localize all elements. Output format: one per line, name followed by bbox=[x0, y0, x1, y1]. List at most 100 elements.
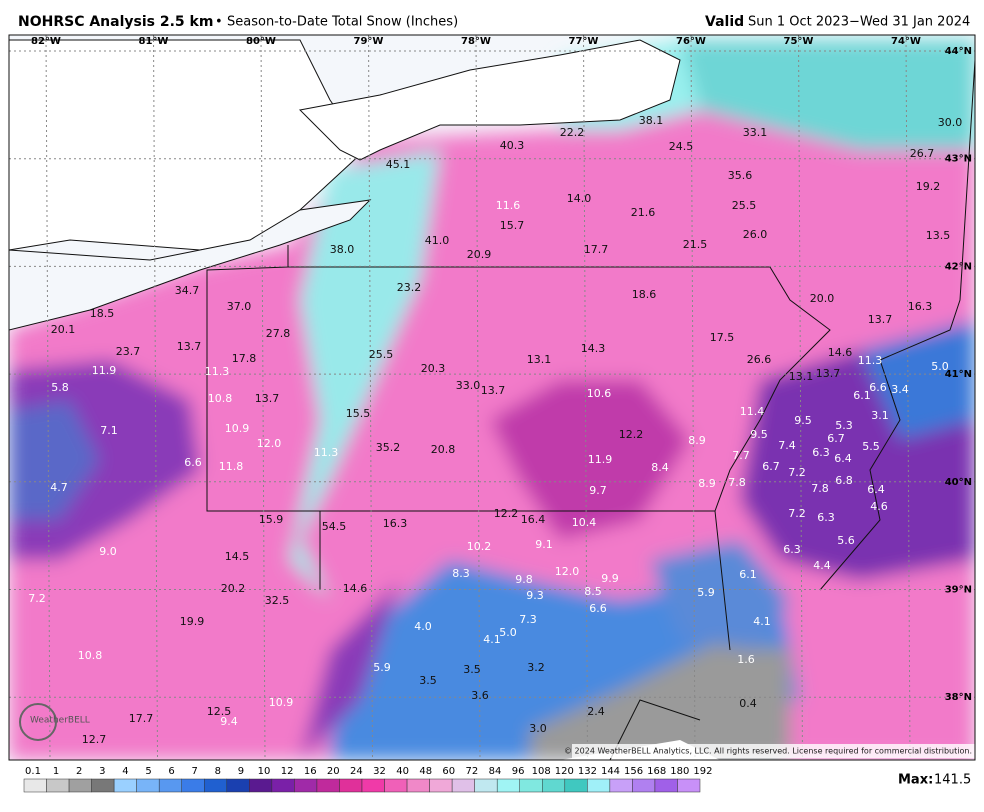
snow-total: 13.5 bbox=[926, 229, 951, 242]
lon-label: 74°W bbox=[891, 36, 921, 47]
colorbar-segment bbox=[542, 778, 566, 793]
snow-total: 8.9 bbox=[698, 477, 716, 490]
snow-total: 11.3 bbox=[314, 446, 339, 459]
snow-total: 20.1 bbox=[51, 323, 76, 336]
snow-total: 4.0 bbox=[414, 620, 432, 633]
colorbar-label: 6 bbox=[168, 766, 174, 777]
logo-text: WeatherBELL bbox=[30, 716, 90, 726]
snow-total: 15.7 bbox=[500, 219, 525, 232]
snow-total: 8.9 bbox=[688, 434, 706, 447]
snow-total: 32.5 bbox=[265, 594, 290, 607]
meridian bbox=[368, 35, 373, 760]
meridian bbox=[690, 35, 696, 760]
snow-total: 18.6 bbox=[632, 288, 657, 301]
meridian bbox=[45, 35, 51, 760]
snow-total: 9.3 bbox=[526, 589, 544, 602]
snow-total: 7.2 bbox=[788, 507, 806, 520]
map-frame bbox=[8, 34, 976, 761]
snow-total: 10.4 bbox=[572, 516, 597, 529]
colorbar-label: 4 bbox=[122, 766, 128, 777]
snow-total: 35.6 bbox=[728, 169, 753, 182]
colorbar-segment bbox=[609, 778, 633, 793]
meridian bbox=[905, 35, 911, 760]
lon-label: 78°W bbox=[461, 36, 491, 47]
colorbar-segment bbox=[316, 778, 340, 793]
colorbar-label: 60 bbox=[442, 766, 455, 777]
colorbar-segment bbox=[429, 778, 453, 793]
colorbar-label: 72 bbox=[466, 766, 479, 777]
meridian bbox=[583, 35, 588, 760]
snow-total: 27.8 bbox=[266, 327, 291, 340]
snow-total: 6.8 bbox=[835, 474, 853, 487]
snow-total: 19.9 bbox=[180, 615, 205, 628]
snow-total: 14.5 bbox=[225, 550, 250, 563]
snow-total: 22.2 bbox=[560, 126, 585, 139]
lon-label: 76°W bbox=[676, 36, 706, 47]
snow-total: 40.3 bbox=[500, 139, 525, 152]
colorbar-segment bbox=[564, 778, 588, 793]
snow-total: 7.7 bbox=[732, 449, 750, 462]
snow-total: 6.1 bbox=[853, 389, 871, 402]
snow-total: 12.7 bbox=[82, 733, 107, 746]
snow-total: 7.8 bbox=[728, 476, 746, 489]
colorbar-segment bbox=[181, 778, 205, 793]
snow-total: 13.7 bbox=[177, 340, 202, 353]
snow-total: 23.2 bbox=[397, 281, 422, 294]
colorbar-segment bbox=[632, 778, 656, 793]
colorbar-segment bbox=[294, 778, 318, 793]
snow-total: 5.6 bbox=[837, 534, 855, 547]
meridian bbox=[260, 35, 266, 760]
snow-total: 20.2 bbox=[221, 582, 246, 595]
lon-label: 79°W bbox=[354, 36, 384, 47]
snow-total: 9.7 bbox=[589, 484, 607, 497]
snow-total: 13.7 bbox=[481, 384, 506, 397]
title: NOHRSC Analysis 2.5 km bbox=[18, 14, 213, 30]
snow-total: 12.2 bbox=[619, 428, 644, 441]
snow-total: 13.7 bbox=[255, 392, 280, 405]
colorbar-label: 2 bbox=[76, 766, 82, 777]
meridian bbox=[153, 35, 158, 760]
colorbar-segment bbox=[384, 778, 408, 793]
snow-total: 4.6 bbox=[870, 500, 888, 513]
snow-total: 3.2 bbox=[527, 661, 545, 674]
snow-total: 1.6 bbox=[737, 653, 755, 666]
snow-total: 16.3 bbox=[908, 300, 933, 313]
snow-total: 9.1 bbox=[535, 538, 553, 551]
colorbar-label: 84 bbox=[489, 766, 502, 777]
snow-total: 7.4 bbox=[778, 439, 796, 452]
colorbar-label: 5 bbox=[145, 766, 151, 777]
snow-total: 15.5 bbox=[346, 407, 371, 420]
snow-total: 3.1 bbox=[871, 409, 889, 422]
lon-label: 80°W bbox=[246, 36, 276, 47]
snow-total: 17.5 bbox=[710, 331, 735, 344]
snow-total: 33.1 bbox=[743, 126, 768, 139]
snow-total: 17.7 bbox=[584, 243, 609, 256]
lake-ontario bbox=[298, 39, 681, 161]
snow-total: 11.4 bbox=[740, 405, 765, 418]
lon-label: 81°W bbox=[139, 36, 169, 47]
snow-total: 26.0 bbox=[743, 228, 768, 241]
colorbar-segment bbox=[271, 778, 295, 793]
snow-total: 4.1 bbox=[753, 615, 771, 628]
snow-total: 20.3 bbox=[421, 362, 446, 375]
snow-total: 8.3 bbox=[452, 567, 470, 580]
snow-total: 6.6 bbox=[589, 602, 607, 615]
lat-label: 39°N bbox=[945, 585, 972, 596]
colorbar-segment bbox=[654, 778, 678, 793]
colorbar-label: 40 bbox=[396, 766, 409, 777]
logo: WeatherBELL bbox=[19, 703, 90, 741]
snow-total: 20.9 bbox=[467, 248, 492, 261]
colorbar-segment bbox=[136, 778, 160, 793]
snow-total: 6.7 bbox=[827, 432, 845, 445]
snow-total: 11.9 bbox=[92, 364, 117, 377]
colorbar-segment bbox=[204, 778, 228, 793]
snow-total: 24.5 bbox=[669, 140, 694, 153]
snow-total: 11.9 bbox=[588, 453, 613, 466]
snow-total: 35.2 bbox=[376, 441, 401, 454]
map: 45.1 40.3 22.2 38.1 33.1 30.0 24.5 26.7 35.6 19.2… bbox=[9, 35, 975, 760]
snow-total: 12.0 bbox=[257, 437, 282, 450]
lon-label: 77°W bbox=[569, 36, 599, 47]
snow-total: 4.7 bbox=[50, 481, 68, 494]
lake-erie-land bbox=[9, 39, 366, 251]
